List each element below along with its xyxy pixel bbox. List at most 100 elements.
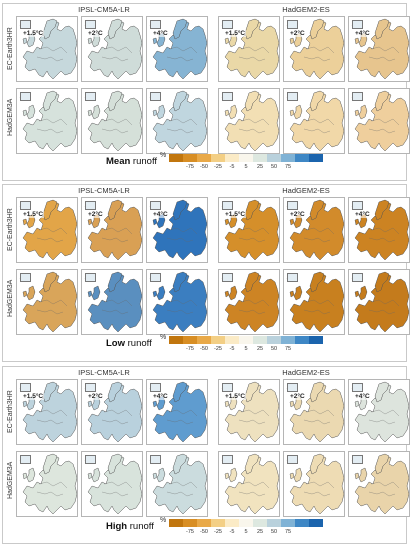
colorbar-swatch (225, 519, 239, 527)
colorbar-ticks: -75 -50 -25 -5 5 25 50 75 (169, 346, 323, 354)
inset-map-icon (287, 201, 298, 210)
warming-level-label: +1.5°C (22, 211, 45, 218)
rcm-label-hadgem3: HadGEM3A (7, 461, 14, 499)
colorbar-swatch (239, 154, 253, 162)
inset-map-icon (150, 20, 161, 29)
inset-map-icon (20, 455, 31, 464)
colorbar-swatch (169, 154, 183, 162)
map-low-r0-c3: +1.5°C (218, 197, 280, 263)
colorbar-tick-label: 50 (270, 529, 278, 535)
colorbar-tick-label: 5 (244, 346, 248, 352)
colorbar-tick-label: 5 (244, 529, 248, 535)
inset-map-icon (150, 455, 161, 464)
units-label: % (160, 152, 167, 159)
inset-map-icon (222, 20, 233, 29)
colorbar-swatch (183, 336, 197, 344)
colorbar (169, 519, 323, 527)
inset-map-icon (287, 383, 298, 392)
colorbar-tick-label: -25 (214, 346, 222, 352)
warming-level-label: +2°C (87, 211, 104, 218)
colorbar-legend: High runoff% -75 -50 -25 -5 5 25 50 75 (2, 517, 407, 537)
inset-map-icon (20, 273, 31, 282)
gcm-label-ipsl: IPSL-CM5A-LR (78, 368, 130, 377)
map-low-r0-c1: +2°C (81, 197, 143, 263)
units-label: % (160, 334, 167, 341)
warming-level-label: +2°C (289, 30, 306, 37)
colorbar-swatch (211, 519, 225, 527)
panel-title: Low runoff (106, 338, 152, 349)
colorbar-swatch (169, 519, 183, 527)
warming-level-label: +2°C (289, 393, 306, 400)
colorbar-swatch (281, 336, 295, 344)
inset-map-icon (352, 273, 363, 282)
colorbar-swatch (295, 154, 309, 162)
colorbar-tick-label: 75 (284, 529, 292, 535)
colorbar-swatch (253, 519, 267, 527)
colorbar-swatch (197, 154, 211, 162)
colorbar-swatch (197, 336, 211, 344)
inset-map-icon (222, 92, 233, 101)
warming-level-label: +1.5°C (224, 211, 247, 218)
colorbar-swatch (309, 519, 323, 527)
map-high-r0-c5: +4°C (348, 379, 410, 445)
inset-map-icon (222, 201, 233, 210)
inset-map-icon (85, 92, 96, 101)
inset-map-icon (222, 455, 233, 464)
gcm-label-hadgem2: HadGEM2-ES (282, 5, 330, 14)
map-mean-r0-c4: +2°C (283, 16, 345, 82)
colorbar-tick-label: -50 (200, 164, 208, 170)
rcm-label-ec-earth: EC-Earth3HR (7, 208, 14, 251)
inset-map-icon (352, 455, 363, 464)
colorbar-tick-label: -75 (186, 164, 194, 170)
colorbar-swatch (183, 154, 197, 162)
colorbar-tick-label: -50 (200, 529, 208, 535)
warming-level-label: +2°C (87, 30, 104, 37)
inset-map-icon (352, 383, 363, 392)
inset-map-icon (150, 273, 161, 282)
map-low-r0-c4: +2°C (283, 197, 345, 263)
warming-level-label: +1.5°C (22, 393, 45, 400)
colorbar-tick-label: 5 (244, 164, 248, 170)
colorbar-swatch (309, 336, 323, 344)
inset-map-icon (20, 383, 31, 392)
colorbar-swatch (295, 519, 309, 527)
map-high-r1-c0 (16, 451, 78, 517)
inset-map-icon (287, 20, 298, 29)
inset-map-icon (287, 273, 298, 282)
warming-level-label: +1.5°C (224, 393, 247, 400)
map-mean-r0-c2: +4°C (146, 16, 208, 82)
colorbar-swatch (183, 519, 197, 527)
colorbar-swatch (169, 336, 183, 344)
colorbar-swatch (225, 336, 239, 344)
map-mean-r1-c1 (81, 88, 143, 154)
colorbar-ticks: -75 -50 -25 -5 5 25 50 75 (169, 529, 323, 537)
colorbar-swatch (253, 336, 267, 344)
colorbar-tick-label: -5 (229, 346, 235, 352)
colorbar-tick-label: 50 (270, 346, 278, 352)
warming-level-label: +4°C (354, 30, 371, 37)
colorbar-swatch (239, 336, 253, 344)
map-high-r1-c2 (146, 451, 208, 517)
inset-map-icon (20, 201, 31, 210)
gcm-label-hadgem2: HadGEM2-ES (282, 368, 330, 377)
inset-map-icon (85, 273, 96, 282)
colorbar-tick-label: 25 (256, 529, 264, 535)
map-low-r0-c2: +4°C (146, 197, 208, 263)
map-mean-r0-c5: +4°C (348, 16, 410, 82)
map-low-r1-c4 (283, 269, 345, 335)
colorbar-swatch (295, 336, 309, 344)
inset-map-icon (20, 20, 31, 29)
map-mean-r1-c3 (218, 88, 280, 154)
inset-map-icon (352, 201, 363, 210)
inset-map-icon (352, 92, 363, 101)
map-mean-r0-c1: +2°C (81, 16, 143, 82)
inset-map-icon (150, 92, 161, 101)
rcm-label-ec-earth: EC-Earth3HR (7, 27, 14, 70)
map-high-r0-c2: +4°C (146, 379, 208, 445)
warming-level-label: +2°C (87, 393, 104, 400)
map-low-r1-c5 (348, 269, 410, 335)
panel-title: High runoff (106, 521, 154, 532)
panel-high-runoff: IPSL-CM5A-LR HadGEM2-ES EC-Earth3HR HadGEM3… (2, 366, 410, 544)
inset-map-icon (352, 20, 363, 29)
colorbar-swatch (253, 154, 267, 162)
